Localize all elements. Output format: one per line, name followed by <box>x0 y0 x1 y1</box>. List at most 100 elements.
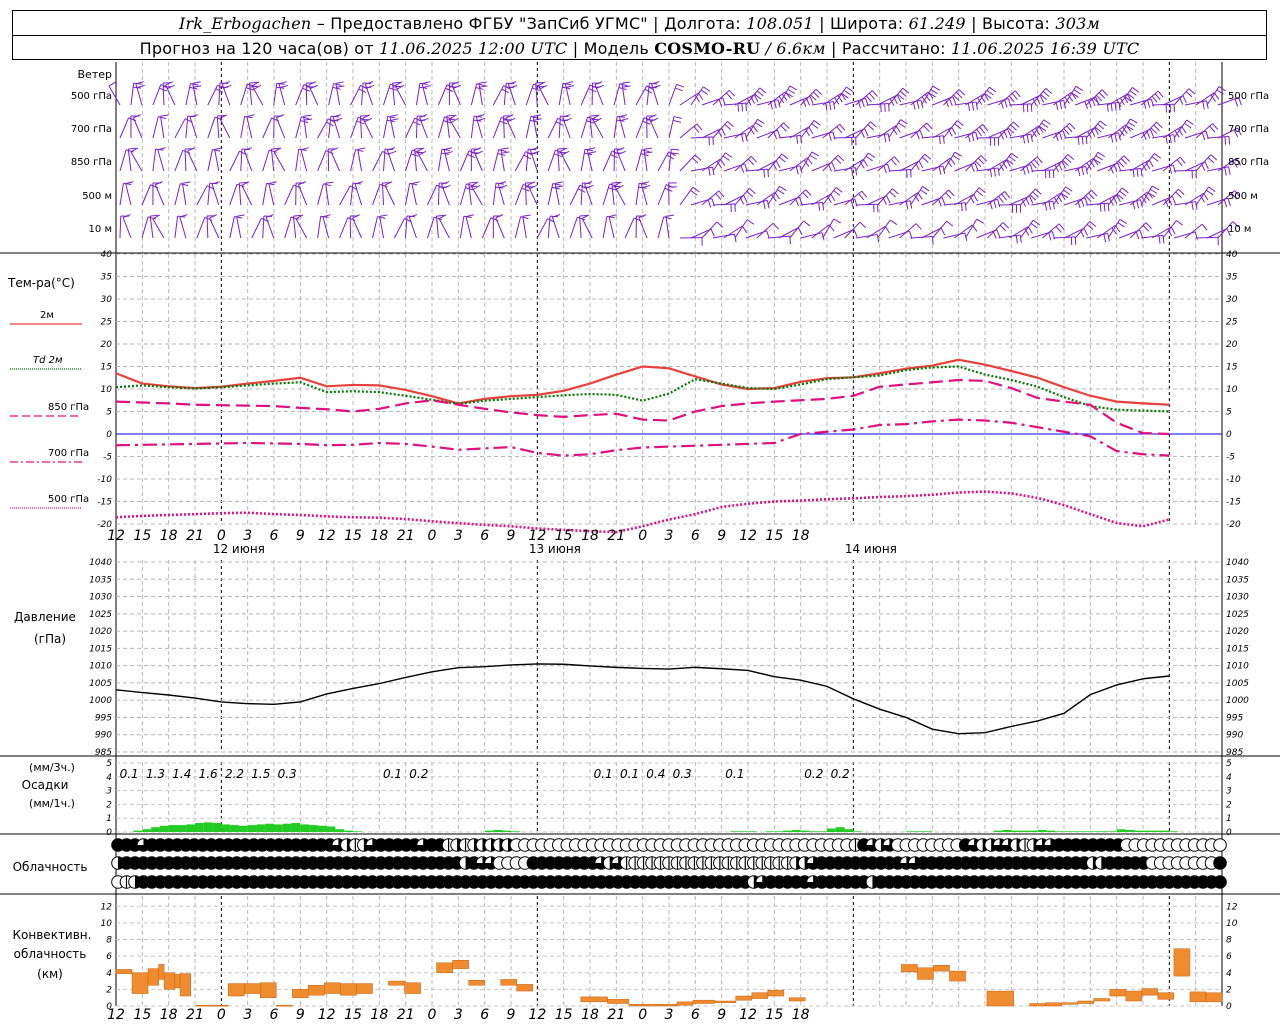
forecast-start: 11.06.2025 12:00 UTC <box>379 39 568 58</box>
wind-barb <box>372 183 388 206</box>
wind-barb-tick <box>876 234 880 243</box>
wind-barb <box>125 181 134 206</box>
wind-barb <box>954 101 978 112</box>
convective-bar <box>788 997 806 1002</box>
wind-barb-tick <box>471 181 479 187</box>
hour-tick-label-bottom: 21 <box>186 1007 204 1023</box>
wind-barb-staff <box>209 217 220 239</box>
wind-barb-tick <box>650 117 659 122</box>
precip-bar <box>502 830 511 832</box>
wind-barb-tick <box>828 132 832 141</box>
wind-barb-tick <box>611 181 620 184</box>
wind-barb-staff <box>800 201 823 206</box>
wind-barb-staff <box>361 83 364 106</box>
wind-barb <box>262 149 277 172</box>
wind-barb-tick <box>890 158 897 166</box>
precip-bar <box>203 822 213 832</box>
wind-barb-tick <box>781 153 789 160</box>
convective-bar <box>195 1004 229 1007</box>
wind-barb-tick <box>559 147 568 152</box>
wind-barb-tick <box>1041 122 1049 128</box>
wind-barb <box>712 152 733 172</box>
wind-barb-tick <box>1084 101 1089 110</box>
wind-barb <box>586 147 596 172</box>
precip-bar <box>791 829 801 832</box>
wind-barb-tick <box>696 123 703 131</box>
wind-barb-staff <box>308 84 319 106</box>
wind-barb <box>119 182 132 206</box>
wind-barb-tick <box>150 214 159 217</box>
wind-barb-staff <box>238 183 242 206</box>
wind-barb-tick <box>530 115 539 119</box>
wind-barb <box>473 147 483 172</box>
wind-barb-staff <box>1129 128 1151 139</box>
wind-barb-tick <box>1235 158 1242 166</box>
wind-barb-tick <box>1026 134 1030 143</box>
wind-barb-tick <box>136 84 145 89</box>
wind-barb <box>822 154 845 172</box>
wind-barb <box>446 114 456 139</box>
wind-barb-tick <box>1093 158 1101 164</box>
wind-barb <box>174 118 193 139</box>
wind-barb-tick <box>1201 223 1208 231</box>
wind-barb-tick <box>1139 229 1144 238</box>
wind-barb-tick <box>812 91 820 98</box>
convective-bar <box>340 983 357 996</box>
wind-barb <box>679 154 702 172</box>
wind-barb-tick <box>1129 118 1138 124</box>
wind-barb-tick <box>864 128 869 137</box>
hour-tick-label-bottom: 12 <box>107 1007 125 1023</box>
temp-tick-label: -15 <box>97 498 112 508</box>
wind-barb-tick <box>1178 188 1185 196</box>
convective-bar <box>404 982 421 994</box>
precip-bar <box>774 831 784 832</box>
wind-barb <box>1085 120 1107 139</box>
wind-barb-tick <box>778 156 786 163</box>
wind-barb-tick <box>979 126 985 134</box>
wind-barb-staff <box>723 194 744 206</box>
wind-barb-tick <box>941 197 946 206</box>
precip-unit-3h: (мм/3ч.) <box>29 761 75 774</box>
conv-title-2: облачность <box>14 947 87 961</box>
wind-barb <box>1195 186 1216 206</box>
wind-barb-tick <box>241 181 250 186</box>
wind-barb-staff <box>954 101 977 106</box>
wind-barb <box>611 181 621 206</box>
wind-barb-staff <box>581 218 593 239</box>
wind-barb-tick <box>830 193 836 202</box>
temp-tick-label: 25 <box>101 318 113 328</box>
wind-barb-tick <box>357 147 366 150</box>
wind-barb-tick <box>718 98 723 107</box>
wind-barb-tick <box>776 129 781 138</box>
precip-bar <box>1081 831 1091 832</box>
wind-barb <box>954 162 979 172</box>
wind-barb <box>554 181 564 206</box>
wind-barb <box>1118 118 1138 139</box>
precip-tick-label-right: 0 <box>1226 828 1232 838</box>
hour-tick-label-bottom: 0 <box>428 1007 437 1023</box>
wind-barb-staff <box>558 116 561 139</box>
wind-barb-staff <box>470 116 475 139</box>
wind-barb-tick <box>612 185 621 188</box>
wind-barb-staff <box>551 216 560 239</box>
wind-barb-staff <box>899 160 920 172</box>
convective-bar <box>1205 992 1223 1003</box>
wind-barb <box>119 215 129 239</box>
wind-barb <box>152 83 169 106</box>
wind-barb-tick <box>763 201 766 210</box>
wind-barb <box>1184 192 1209 206</box>
wind-barb-staff <box>414 149 417 172</box>
wind-barb-staff <box>1042 99 1064 106</box>
wind-barb <box>262 117 280 139</box>
wind-barb-staff <box>1053 236 1076 239</box>
wind-barb <box>648 114 659 139</box>
wind-barb-tick <box>354 181 363 185</box>
wind-barb <box>470 181 483 206</box>
wind-barb-tick <box>889 191 896 198</box>
wind-barb-tick <box>1156 121 1163 129</box>
wind-barb-staff <box>638 217 648 239</box>
wind-barb-tick <box>1032 219 1041 226</box>
wind-barb <box>1195 154 1218 172</box>
wind-barb-tick <box>716 160 722 169</box>
wind-barb-staff <box>216 116 220 139</box>
